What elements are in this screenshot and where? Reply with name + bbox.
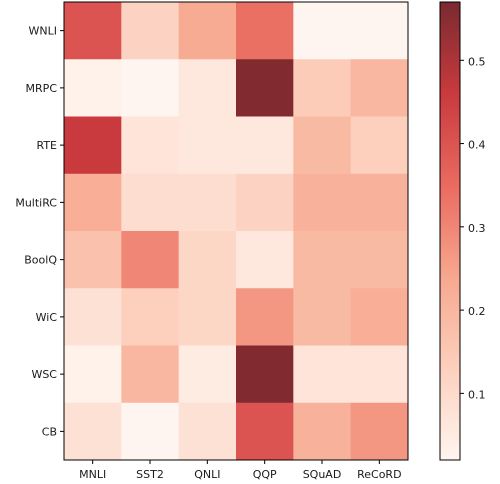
heatmap-cell-MultiRC-MNLI: [64, 173, 122, 232]
heatmap-cell-RTE-ReCoRD: [350, 116, 409, 175]
colorbar-tick-label: 0.2: [468, 305, 486, 318]
heatmap-cell-CB-MNLI: [64, 402, 122, 461]
colorbar-gradient: [439, 1, 461, 461]
heatmap-cell-WNLI-QQP: [236, 2, 294, 60]
y-tick-label: RTE: [36, 139, 57, 152]
heatmap-cell-RTE-SQuAD: [293, 116, 352, 175]
heatmap-cell-MultiRC-SQuAD: [293, 173, 352, 232]
heatmap-cell-BoolQ-MNLI: [64, 231, 122, 289]
colorbar-tick-label: 0.1: [468, 388, 486, 401]
x-tick-label: SST2: [136, 468, 164, 481]
y-axis: WNLI MRPC RTE MultiRC BoolQ WiC WSC CB: [15, 25, 64, 438]
heatmap-cell-MRPC-SQuAD: [293, 59, 352, 117]
y-tick-label: WSC: [31, 368, 57, 381]
heatmap-cell-MRPC-QNLI: [178, 59, 237, 117]
y-tick-label: WNLI: [29, 25, 57, 38]
y-tick-label: CB: [42, 425, 57, 438]
x-tick-label: MNLI: [79, 468, 106, 481]
heatmap-cell-CB-QQP: [236, 402, 294, 461]
heatmap-cell-RTE-SST2: [121, 116, 180, 175]
heatmap-cell-WiC-SST2: [121, 288, 180, 346]
heatmap-cell-MRPC-SST2: [121, 59, 180, 117]
heatmap-cells: [64, 2, 409, 461]
x-tick-label: QNLI: [194, 468, 220, 481]
heatmap-cell-WSC-SST2: [121, 345, 180, 404]
colorbar: 0.1 0.2 0.3 0.4 0.5: [439, 1, 486, 461]
heatmap-cell-WSC-QQP: [236, 345, 294, 404]
heatmap-cell-WSC-QNLI: [178, 345, 237, 404]
heatmap-cell-WNLI-SST2: [121, 2, 180, 60]
heatmap-cell-WiC-SQuAD: [293, 288, 352, 346]
heatmap-cell-WiC-MNLI: [64, 288, 122, 346]
x-tick-label: ReCoRD: [357, 468, 401, 481]
heatmap-cell-CB-QNLI: [178, 402, 237, 461]
heatmap-cell-CB-ReCoRD: [350, 402, 409, 461]
heatmap-cell-BoolQ-ReCoRD: [350, 231, 409, 289]
heatmap-cell-WNLI-QNLI: [178, 2, 237, 60]
heatmap-cell-WSC-MNLI: [64, 345, 122, 404]
x-tick-label: QQP: [253, 468, 277, 481]
heatmap-cell-RTE-MNLI: [64, 116, 122, 175]
heatmap-cell-MultiRC-QQP: [236, 173, 294, 232]
x-tick-label: SQuAD: [303, 468, 342, 481]
heatmap-cell-MultiRC-ReCoRD: [350, 173, 409, 232]
heatmap-cell-MultiRC-SST2: [121, 173, 180, 232]
y-tick-label: MRPC: [26, 82, 58, 95]
colorbar-tick-label: 0.3: [468, 222, 486, 235]
heatmap-cell-BoolQ-SQuAD: [293, 231, 352, 289]
heatmap-cell-CB-SST2: [121, 402, 180, 461]
y-tick-label: MultiRC: [15, 196, 57, 209]
y-tick-label: BoolQ: [24, 254, 57, 267]
heatmap-cell-MultiRC-QNLI: [178, 173, 237, 232]
heatmap-cell-WiC-QNLI: [178, 288, 237, 346]
heatmap-cell-WNLI-MNLI: [64, 2, 122, 60]
heatmap-cell-WSC-SQuAD: [293, 345, 352, 404]
x-axis: MNLI SST2 QNLI QQP SQuAD ReCoRD: [79, 460, 402, 481]
colorbar-tick-label: 0.4: [468, 139, 486, 152]
heatmap-cell-MRPC-MNLI: [64, 59, 122, 117]
heatmap-cell-WiC-QQP: [236, 288, 294, 346]
heatmap-cell-WNLI-ReCoRD: [350, 2, 409, 60]
heatmap-frame: [63, 1, 409, 461]
heatmap-cell-BoolQ-QQP: [236, 231, 294, 289]
heatmap-cell-CB-SQuAD: [293, 402, 352, 461]
heatmap-cell-RTE-QQP: [236, 116, 294, 175]
heatmap-cell-WNLI-SQuAD: [293, 2, 352, 60]
colorbar-ticks: 0.1 0.2 0.3 0.4 0.5: [460, 55, 486, 401]
heatmap-cell-BoolQ-QNLI: [178, 231, 237, 289]
heatmap-cell-RTE-QNLI: [178, 116, 237, 175]
heatmap-cell-WSC-ReCoRD: [350, 345, 409, 404]
heatmap-cell-MRPC-QQP: [236, 59, 294, 117]
y-tick-label: WiC: [36, 311, 58, 324]
colorbar-tick-label: 0.5: [468, 55, 486, 68]
heatmap-cell-BoolQ-SST2: [121, 231, 180, 289]
heatmap-cell-WiC-ReCoRD: [350, 288, 409, 346]
heatmap-cell-MRPC-ReCoRD: [350, 59, 409, 117]
